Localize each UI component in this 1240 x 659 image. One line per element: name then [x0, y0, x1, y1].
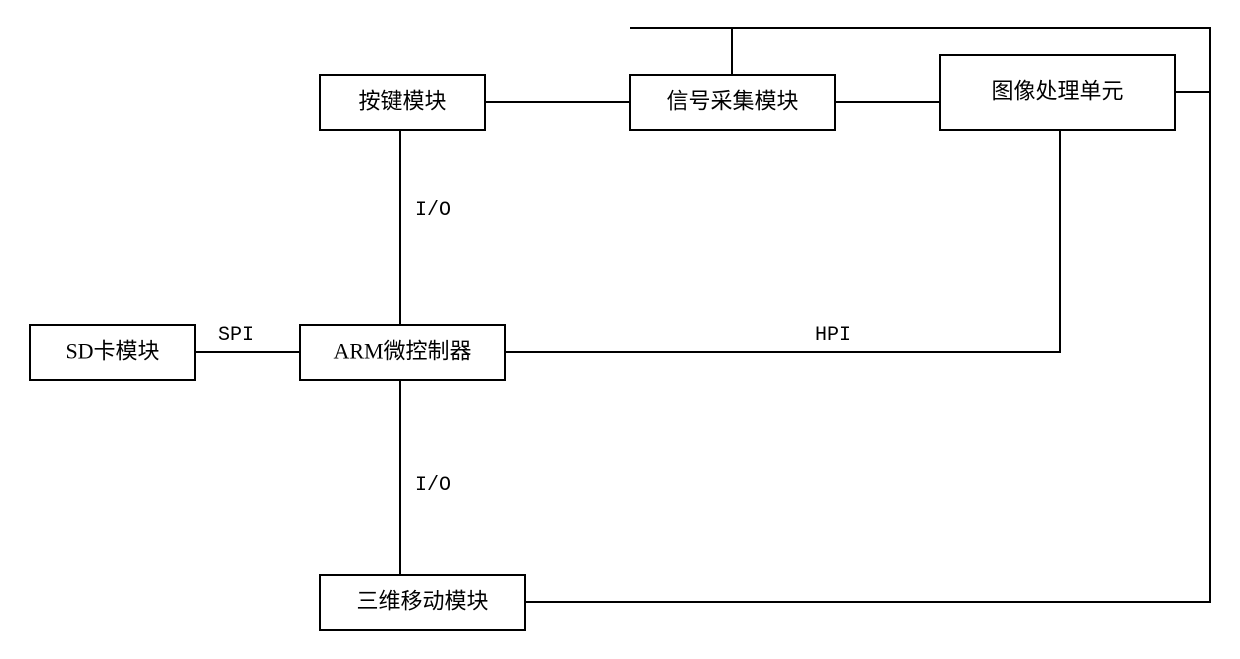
edge-move3d-image	[525, 92, 1210, 602]
node-signal: 信号采集模块	[630, 75, 835, 130]
block-diagram: SD卡模块 ARM微控制器按键模块 信号采集模块 图像处理单元三维移动模块 SPI I/…	[0, 0, 1240, 659]
edge-label-arm-image: HPI	[815, 324, 851, 347]
node-label-signal: 信号采集模块	[666, 89, 798, 114]
edge-label-keypad-arm: I/O	[415, 199, 451, 222]
node-label-keypad: 按键模块	[358, 89, 446, 114]
node-label-move3d: 三维移动模块	[356, 589, 488, 614]
edge-label-arm-move3d: I/O	[415, 474, 451, 497]
node-move3d: 三维移动模块	[320, 575, 525, 630]
edge-label-sd-arm: SPI	[218, 324, 254, 347]
node-label-arm: ARM微控制器	[333, 339, 471, 364]
node-image: 图像处理单元	[940, 55, 1175, 130]
edge-arm-image	[505, 130, 1060, 352]
node-sd: SD卡模块	[30, 325, 195, 380]
node-arm: ARM微控制器	[300, 325, 505, 380]
nodes-layer: SD卡模块 ARM微控制器按键模块 信号采集模块 图像处理单元三维移动模块	[30, 55, 1175, 630]
node-label-sd: SD卡模块	[65, 339, 159, 364]
node-keypad: 按键模块	[320, 75, 485, 130]
node-label-image: 图像处理单元	[991, 79, 1123, 104]
